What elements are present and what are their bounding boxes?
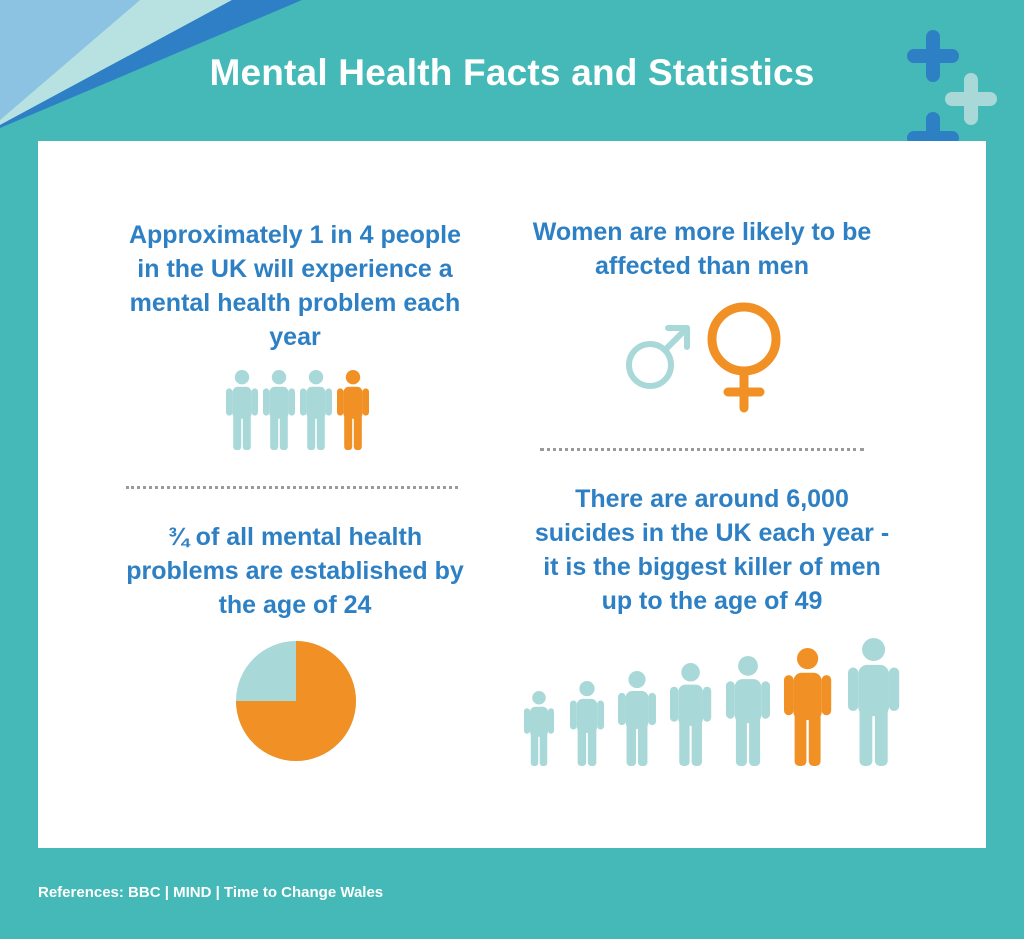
person-icon (524, 691, 554, 766)
person-icon (300, 370, 332, 450)
pie-slice-three-quarters (236, 641, 356, 761)
person-icon (848, 638, 900, 766)
page-title: Mental Health Facts and Statistics (209, 52, 815, 93)
female-symbol-icon (707, 302, 781, 413)
divider-right (540, 448, 864, 451)
fact-women: Women are more likely to be affected tha… (532, 218, 872, 280)
content-panel (38, 141, 986, 848)
plus-icon (907, 30, 959, 82)
person-icon (618, 671, 656, 766)
person-icon (263, 370, 295, 450)
fact-three-quarters: ¾ of all mental health problems are esta… (126, 523, 464, 619)
person-icon (784, 648, 832, 766)
fact-one-in-four: Approximately 1 in 4 people in the UK wi… (128, 221, 462, 351)
pie-chart (236, 641, 356, 761)
divider-left (126, 486, 458, 489)
male-symbol-icon (626, 325, 690, 389)
person-figure-row (226, 370, 369, 450)
person-icon (226, 370, 258, 450)
person-icon (670, 663, 712, 766)
person-figure-row-ascending (524, 638, 900, 766)
references: References: BBC | MIND | Time to Change … (38, 884, 384, 901)
fact-suicides: There are around 6,000 suicides in the U… (534, 485, 890, 615)
person-icon (726, 656, 770, 766)
person-icon (570, 681, 604, 766)
plus-icon (945, 73, 997, 125)
corner-blue-stripe (0, 0, 302, 128)
person-icon (337, 370, 369, 450)
